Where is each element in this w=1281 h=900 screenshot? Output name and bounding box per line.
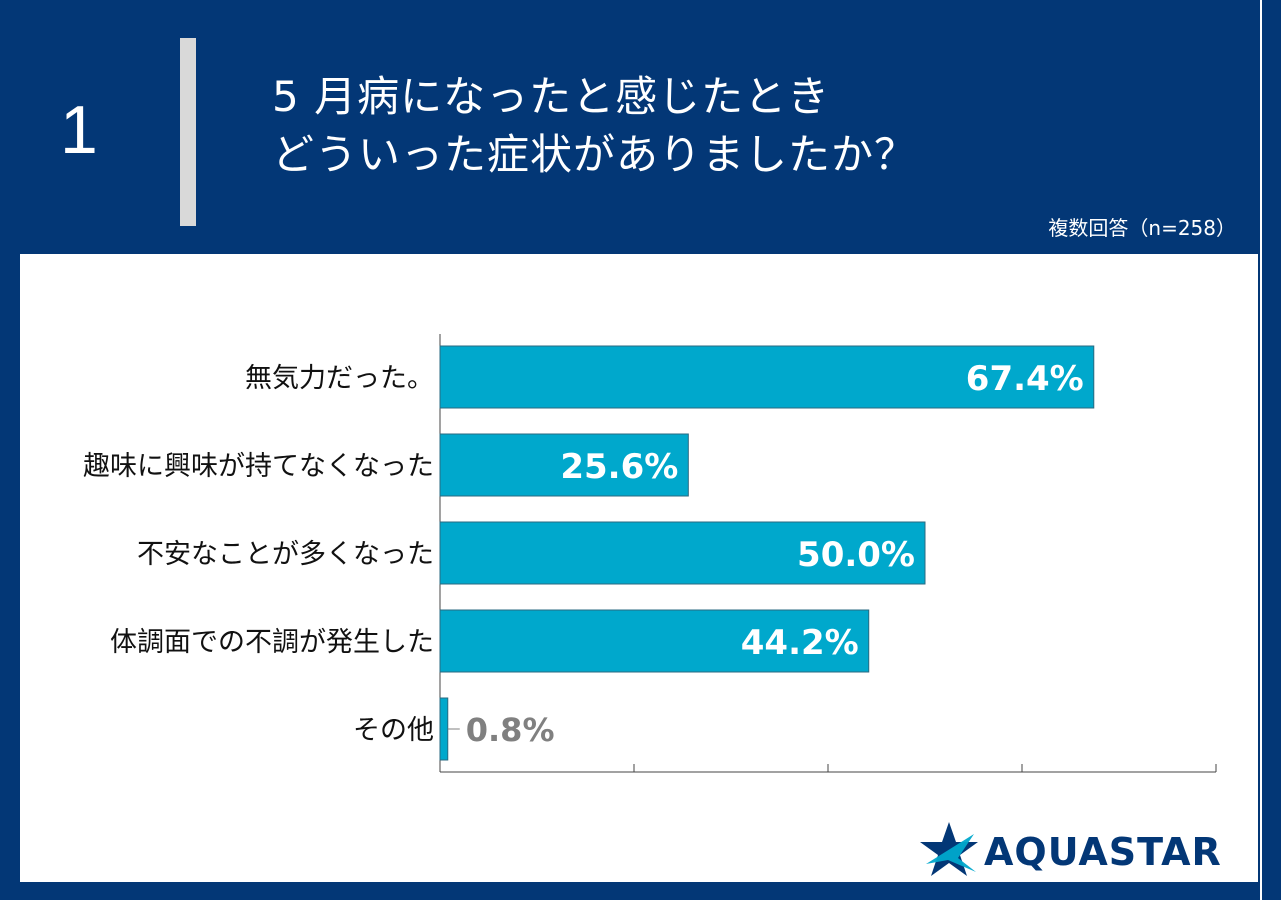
category-label-0: 無気力だった。: [245, 363, 434, 394]
chart-panel: 無気力だった。 67.4% 趣味に興味が持てなくなった 25.6% 不安なことが多くなっ…: [20, 254, 1258, 882]
title-line-1: 5 月病になったと感じたとき: [272, 72, 831, 121]
category-label-4: その他: [353, 715, 434, 746]
bar-3: [439, 609, 870, 673]
value-label-2: 50.0%: [797, 535, 915, 575]
category-label-3: 体調面での不調が発生した: [110, 627, 434, 658]
star-icon: [920, 822, 978, 876]
bar-0: [439, 345, 1095, 409]
right-border-fill: [1262, 0, 1281, 900]
bar-chart: 無気力だった。 67.4% 趣味に興味が持てなくなった 25.6% 不安なことが多くなっ…: [83, 334, 1217, 773]
category-label-2: 不安なことが多くなった: [137, 539, 434, 570]
value-label-0: 67.4%: [966, 359, 1084, 399]
sample-note: 複数回答（n=258）: [1048, 216, 1236, 240]
page-title: 5 月病になったと感じたとき どういった症状がありましたか？: [272, 68, 1172, 184]
bar-4: [439, 697, 449, 761]
value-label-4: 0.8%: [466, 711, 555, 749]
bar-1: [439, 433, 689, 497]
title-line-2: どういった症状がありましたか？: [272, 130, 918, 179]
header-divider: [180, 38, 196, 226]
brand-logo-text: AQUASTAR: [984, 830, 1222, 874]
header: 1 5 月病になったと感じたとき どういった症状がありましたか？ 複数回答（n=…: [0, 0, 1260, 252]
category-label-1: 趣味に興味が持てなくなった: [83, 451, 434, 482]
question-number: 1: [60, 92, 98, 168]
brand-logo: AQUASTAR: [918, 820, 1250, 880]
bar-2: [439, 521, 926, 585]
value-label-3: 44.2%: [741, 623, 859, 663]
value-label-1: 25.6%: [560, 447, 678, 487]
